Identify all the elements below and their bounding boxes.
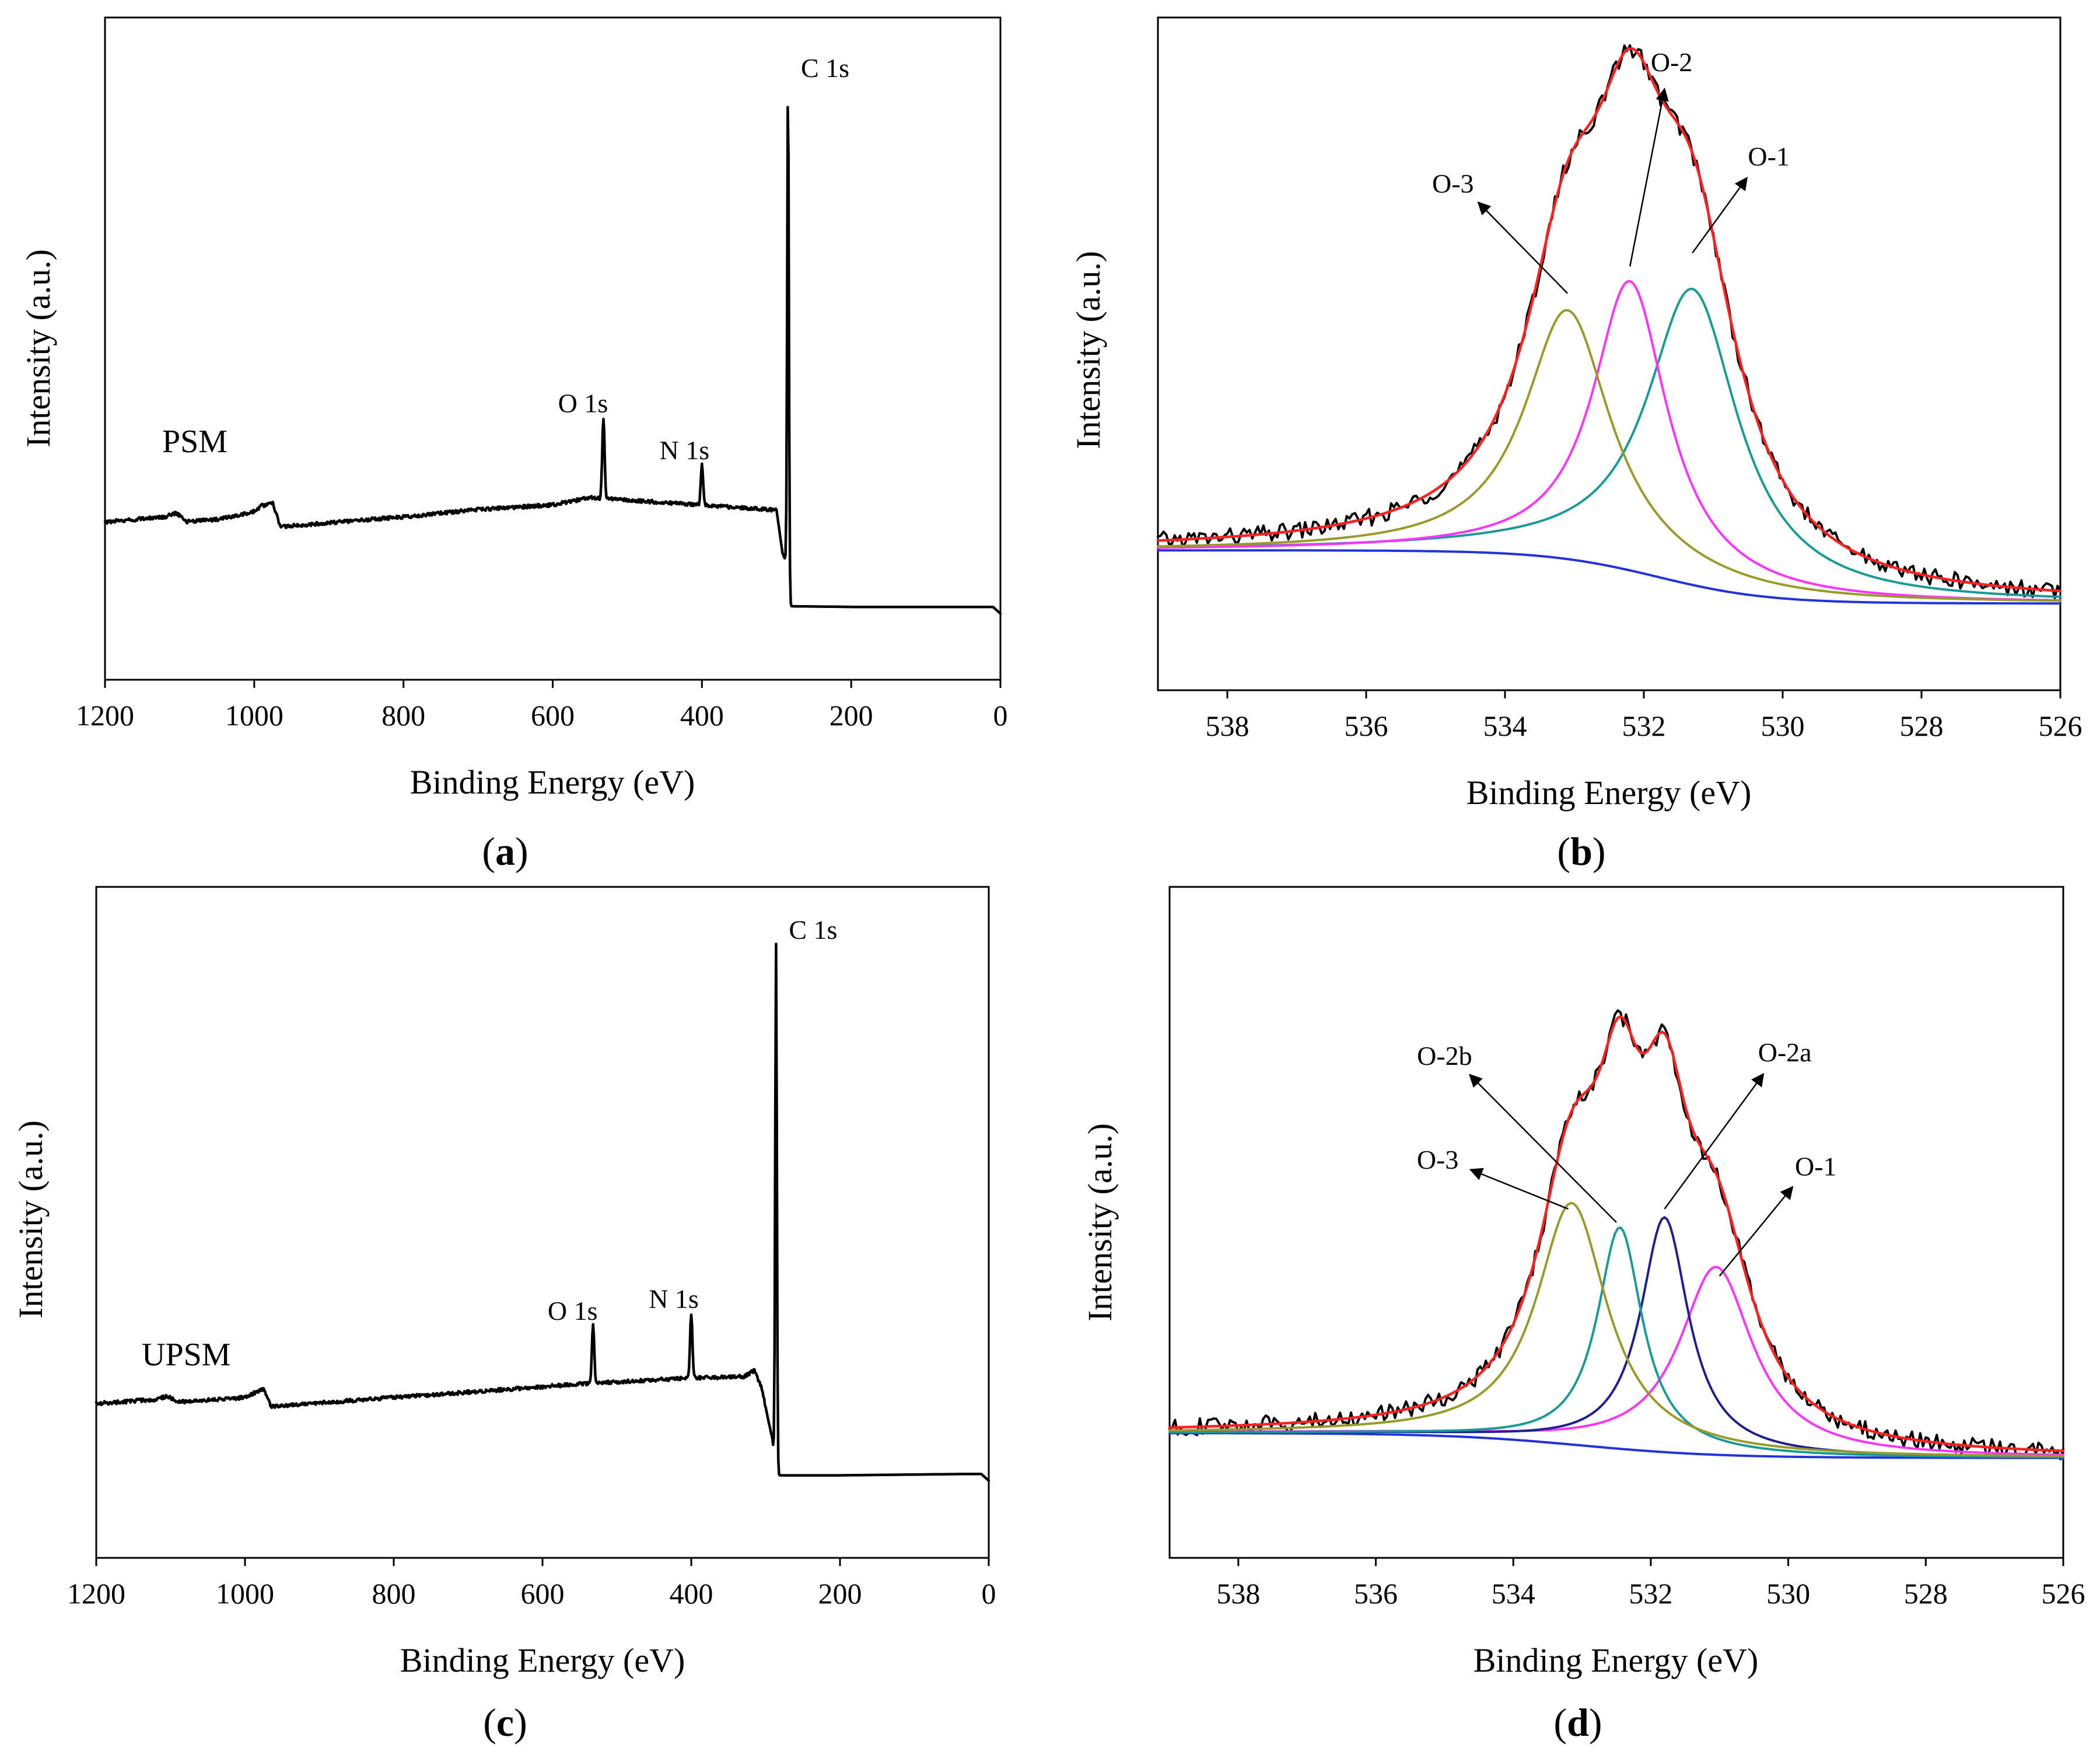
annotation-o-3: O-3 xyxy=(1432,169,1474,198)
caption-letter-b: b xyxy=(1570,829,1592,873)
x-tick-label: 400 xyxy=(670,1577,713,1610)
x-tick-label: 800 xyxy=(382,699,425,732)
survey-spectrum-line xyxy=(94,942,991,1483)
x-tick-label: 526 xyxy=(2042,1577,2085,1610)
x-tick-label: 600 xyxy=(521,1577,565,1610)
x-tick-label: 534 xyxy=(1483,710,1527,742)
y-axis-label-d: Intensity (a.u.) xyxy=(1081,1123,1119,1322)
caption-letter-a: a xyxy=(495,829,515,873)
component-o-2a-line xyxy=(1168,1216,2064,1458)
peak-label-o-1s: O 1s xyxy=(548,1296,598,1326)
caption-a: (a) xyxy=(482,829,528,873)
x-tick-label: 530 xyxy=(1761,710,1805,742)
caption-b: (b) xyxy=(1557,829,1605,873)
annotations-b: O-3 O-2 O-1 xyxy=(1432,47,1790,294)
plot-frame-b xyxy=(1157,16,2062,691)
component-o-2-line xyxy=(1157,279,2062,602)
x-tick-label: 400 xyxy=(680,699,724,732)
annotation-o-2: O-2 xyxy=(1651,47,1693,77)
annotation-arrow-o-1 xyxy=(1692,177,1748,254)
component-o-2b-line xyxy=(1168,1226,2064,1459)
plot-area-d xyxy=(1168,1009,2065,1460)
x-tick-label: 1200 xyxy=(67,1577,125,1610)
x-tick-label: 532 xyxy=(1622,710,1666,742)
y-axis-label-c: Intensity (a.u.) xyxy=(12,1120,50,1319)
annotation-arrow-o-2 xyxy=(1629,88,1669,267)
annotation-o-2a: O-2a xyxy=(1758,1037,1812,1067)
background-line xyxy=(1168,1432,2064,1459)
caption-c: (c) xyxy=(483,1700,527,1745)
component-o-3-line xyxy=(1168,1201,2064,1458)
sample-label-psm: PSM xyxy=(162,424,228,460)
x-tick-label: 526 xyxy=(2039,710,2082,742)
x-axis-label-d: Binding Energy (eV) xyxy=(1474,1641,1759,1679)
annotation-o-1: O-1 xyxy=(1748,142,1790,172)
peak-label-n-1s: N 1s xyxy=(649,1284,699,1313)
x-tick-label: 534 xyxy=(1492,1577,1535,1610)
plot-area-b xyxy=(1156,44,2062,605)
panel-b: 538 536 534 532 530 528 526 O-3 O-2 O-1 Binding … xyxy=(1069,16,2082,873)
annotation-o-2b: O-2b xyxy=(1417,1041,1472,1071)
caption-letter-d: d xyxy=(1567,1700,1589,1745)
x-tick-label: 538 xyxy=(1206,710,1250,742)
x-tick-label: 538 xyxy=(1216,1577,1260,1610)
annotation-arrow-o-1 xyxy=(1718,1186,1794,1277)
x-tick-label: 1200 xyxy=(76,699,134,732)
raw-spectrum-line xyxy=(1168,1009,2064,1460)
peak-label-o-1s: O 1s xyxy=(558,389,608,418)
fitted-envelope-line xyxy=(1156,47,2062,593)
y-axis-label-a: Intensity (a.u.) xyxy=(19,249,57,448)
peak-label-n-1s: N 1s xyxy=(660,435,710,465)
caption-letter-c: c xyxy=(496,1700,514,1745)
x-ticks-b: 538 536 534 532 530 528 526 xyxy=(1206,690,2082,742)
x-ticks-c: 1200 1000 800 600 400 200 0 xyxy=(67,1558,996,1610)
raw-spectrum-line xyxy=(1157,44,2062,599)
plot-frame-c xyxy=(95,886,990,1559)
panel-c: C 1s O 1s N 1s 1200 1000 800 600 400 200 0 Bindi… xyxy=(12,886,996,1745)
x-axis-label-b: Binding Energy (eV) xyxy=(1466,774,1752,812)
x-ticks-a: 1200 1000 800 600 400 200 0 xyxy=(76,680,1008,732)
x-axis-label-c: Binding Energy (eV) xyxy=(400,1641,685,1679)
x-tick-label: 528 xyxy=(1904,1577,1948,1610)
annotation-arrow-o-3 xyxy=(1469,1168,1569,1210)
annotations-d: O-2b O-3 O-2a O-1 xyxy=(1417,1037,1837,1277)
x-tick-label: 1000 xyxy=(225,699,284,732)
x-tick-label: 1000 xyxy=(216,1577,274,1610)
x-tick-label: 600 xyxy=(531,699,575,732)
x-ticks-d: 538 536 534 532 530 528 526 xyxy=(1216,1558,2085,1610)
annotation-o-1: O-1 xyxy=(1795,1152,1837,1182)
panel-a: C 1s O 1s N 1s 1200 1000 800 600 400 200 0 Bindi… xyxy=(19,16,1008,873)
x-tick-label: 528 xyxy=(1900,710,1944,742)
sample-label-upsm: UPSM xyxy=(142,1337,231,1373)
annotation-arrow-o-3 xyxy=(1477,201,1568,294)
x-tick-label: 530 xyxy=(1766,1577,1810,1610)
plot-area-c: C 1s O 1s N 1s xyxy=(94,915,991,1483)
panel-d: 538 536 534 532 530 528 526 O-2b O-3 O-2a O-1 Bin… xyxy=(1081,886,2085,1745)
x-tick-label: 532 xyxy=(1629,1577,1672,1610)
peak-label-c-1s: C 1s xyxy=(801,53,849,83)
peak-label-c-1s: C 1s xyxy=(789,915,837,945)
fitted-envelope-line xyxy=(1168,1015,2065,1452)
background-line xyxy=(1157,549,2062,605)
component-o-3-line xyxy=(1157,309,2062,602)
x-tick-label: 0 xyxy=(993,699,1008,732)
caption-d: (d) xyxy=(1553,1700,1602,1745)
annotation-o-3: O-3 xyxy=(1417,1145,1459,1175)
y-axis-label-b: Intensity (a.u.) xyxy=(1069,251,1107,449)
annotation-arrow-o-2a xyxy=(1664,1072,1765,1210)
survey-spectrum-line xyxy=(103,106,1002,615)
x-tick-label: 800 xyxy=(372,1577,416,1610)
x-tick-label: 200 xyxy=(830,699,873,732)
x-axis-label-a: Binding Energy (eV) xyxy=(410,763,695,801)
plot-frame-d xyxy=(1168,886,2064,1559)
plot-frame-a xyxy=(104,16,1002,681)
annotation-arrow-o-2b xyxy=(1468,1074,1617,1223)
x-tick-label: 0 xyxy=(982,1577,996,1610)
x-tick-label: 200 xyxy=(818,1577,862,1610)
x-tick-label: 536 xyxy=(1345,710,1388,742)
x-tick-label: 536 xyxy=(1354,1577,1398,1610)
plot-area-a: C 1s O 1s N 1s xyxy=(103,53,1002,615)
